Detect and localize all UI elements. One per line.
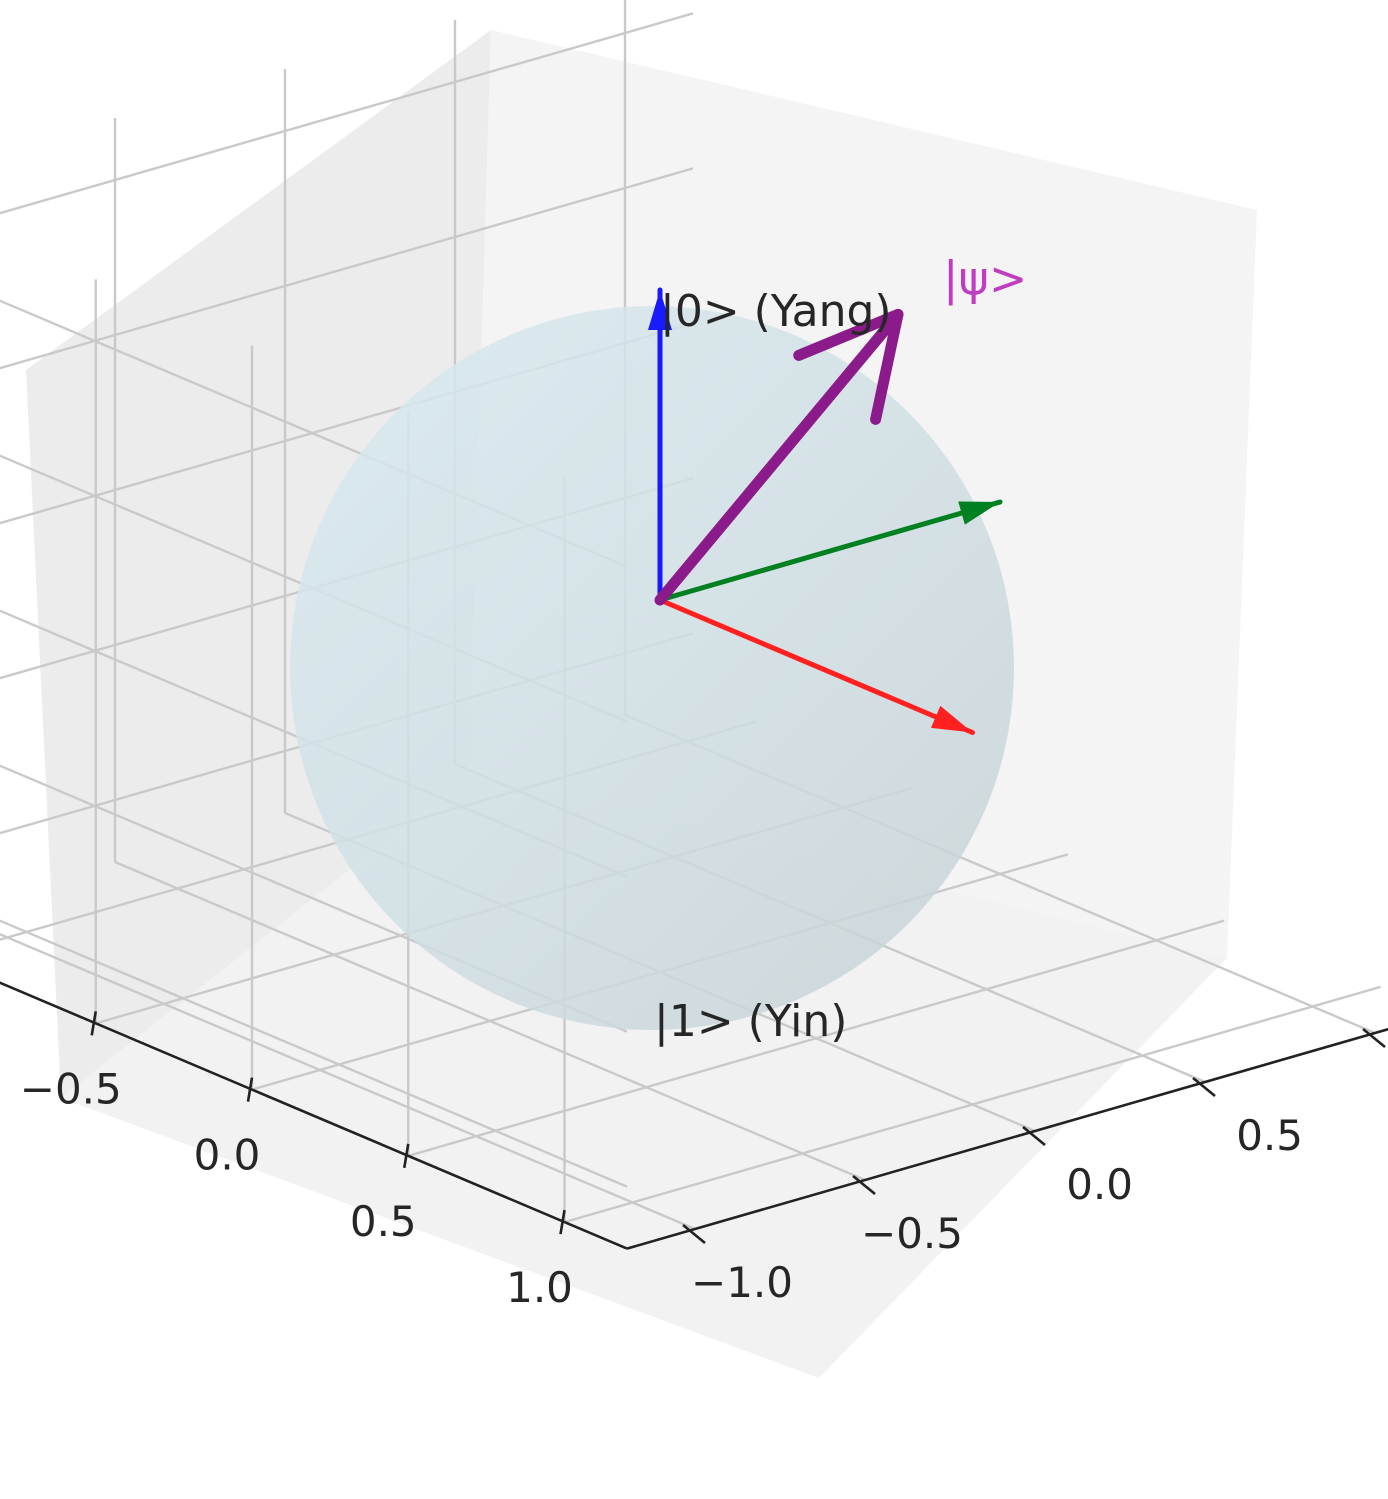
y-tick [852, 1174, 876, 1196]
y-axis-vector-head [958, 501, 1000, 525]
x-tick-label: 0.5 [350, 1197, 417, 1246]
label-zero: |0> (Yang) [660, 286, 892, 337]
x-tick [402, 1143, 410, 1169]
grid-line [0, 12, 694, 215]
y-tick [682, 1223, 706, 1245]
state-vector [654, 308, 904, 606]
x-tick-label: 0.0 [194, 1131, 261, 1180]
x-axis-line [0, 981, 628, 1250]
x-tick [90, 1011, 98, 1036]
x-axis-vector [657, 597, 975, 735]
y-tick [1192, 1076, 1216, 1098]
y-axis-vector [657, 499, 1003, 603]
annotation-layer: |0> (Yang) |1> (Yin) |ψ> [654, 251, 1027, 1047]
y-tick-label: 0.0 [1066, 1160, 1133, 1209]
x-axis-vector-head [930, 705, 973, 733]
grid-line [0, 167, 694, 370]
grid-line [564, 985, 1381, 1224]
grid-line [407, 919, 1225, 1158]
x-tick [559, 1209, 566, 1235]
label-psi: |ψ> [943, 251, 1027, 306]
vector-layer [648, 287, 1003, 735]
pane-floor [61, 775, 1227, 1378]
y-tick-label: 0.5 [1236, 1111, 1303, 1160]
y-tick-label: −1.0 [691, 1258, 793, 1307]
state-vector-head [793, 308, 904, 425]
y-axis-vector-shaft [657, 499, 1003, 603]
y-tick [1362, 1027, 1386, 1049]
sphere-layer [290, 306, 1014, 1030]
state-vector-shaft [654, 308, 904, 606]
z-axis-vector [648, 287, 672, 603]
y-tick-label: −0.5 [861, 1209, 963, 1258]
y-axis-line [626, 1027, 1388, 1250]
sphere-surface [290, 306, 1014, 1030]
z-axis-vector-head [648, 290, 672, 330]
x-tick [246, 1077, 254, 1102]
axis-layer: −1.0−1.0−1.0−0.5−0.5−0.50.00.00.00.50.50… [0, 981, 1388, 1312]
x-tick-label: 1.0 [506, 1263, 573, 1312]
x-axis-vector-shaft [657, 597, 975, 735]
y-tick [1022, 1125, 1046, 1147]
label-one: |1> (Yin) [654, 996, 847, 1047]
x-tick-label: −0.5 [20, 1064, 122, 1113]
